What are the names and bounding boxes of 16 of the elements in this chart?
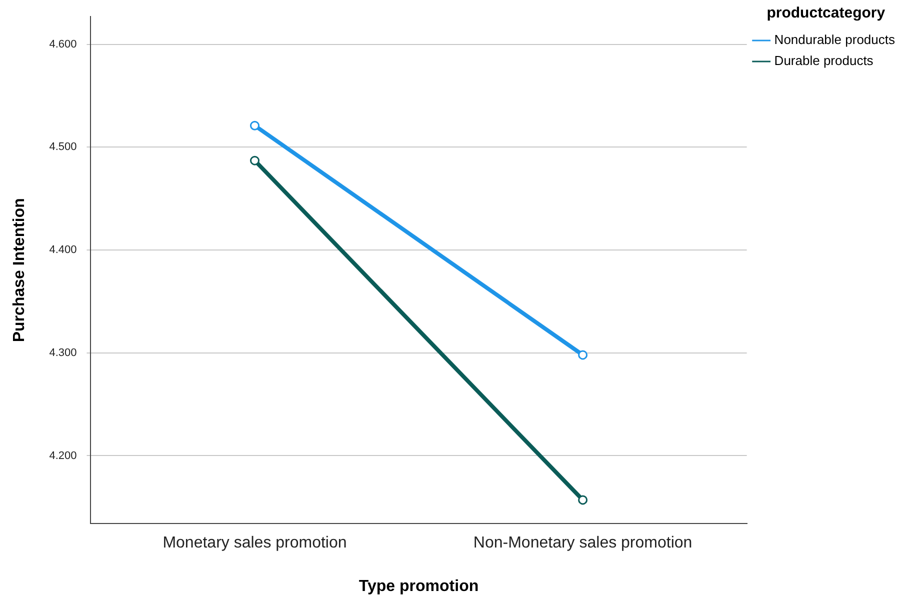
- legend-title: productcategory: [766, 4, 886, 22]
- y-tick-label: 4.400: [49, 244, 77, 256]
- y-tick-label: 4.200: [49, 450, 77, 462]
- x-tick-label: Monetary sales promotion: [162, 534, 347, 552]
- x-axis-title: Type promotion: [358, 578, 479, 595]
- point: [578, 350, 588, 360]
- y-axis-title: Purchase Intention: [11, 198, 28, 342]
- x-tick-label: Non-Monetary sales promotion: [473, 534, 692, 552]
- y-tick-label: 4.600: [49, 38, 77, 50]
- point: [250, 120, 260, 130]
- legend-label: Durable products: [774, 53, 874, 68]
- point: [250, 156, 260, 166]
- legend-label: Nondurable products: [774, 32, 896, 48]
- y-tick-label: 4.500: [49, 141, 77, 154]
- y-tick-label: 4.300: [49, 346, 77, 359]
- point: [578, 495, 588, 505]
